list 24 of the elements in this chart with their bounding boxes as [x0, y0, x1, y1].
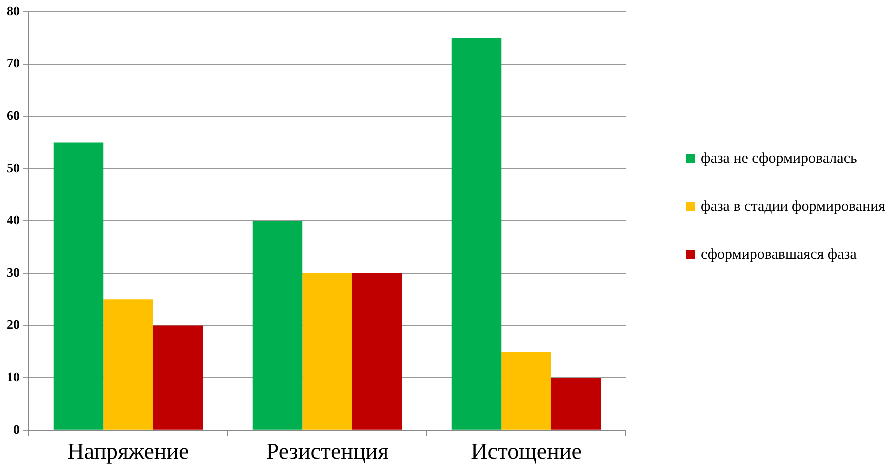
y-tick-label: 60 [7, 108, 20, 123]
x-tick-label: Истощение [471, 439, 582, 464]
bar [502, 352, 552, 430]
y-tick-label: 40 [7, 212, 20, 228]
bar [352, 274, 402, 430]
bar [452, 38, 502, 430]
bar [252, 221, 303, 430]
bar [153, 326, 204, 430]
y-tick-label: 70 [7, 56, 20, 71]
bar [54, 142, 104, 430]
legend-label: фаза в стадии формирования [701, 198, 886, 216]
y-tick-label: 0 [14, 422, 20, 437]
y-tick-label: 20 [7, 317, 20, 332]
x-tick-label: Напряжение [68, 439, 190, 464]
legend-label: фаза не сформировалась [701, 150, 858, 168]
bar [104, 300, 154, 430]
y-tick-label: 80 [7, 3, 20, 18]
bar [551, 378, 602, 430]
x-tick-label: Резистенция [266, 439, 390, 464]
y-tick-label: 50 [7, 160, 20, 176]
y-tick-label: 10 [7, 369, 20, 384]
legend-label: сформировавшаяся фаза [701, 246, 857, 264]
bar [302, 274, 352, 430]
y-tick-label: 30 [7, 264, 20, 280]
